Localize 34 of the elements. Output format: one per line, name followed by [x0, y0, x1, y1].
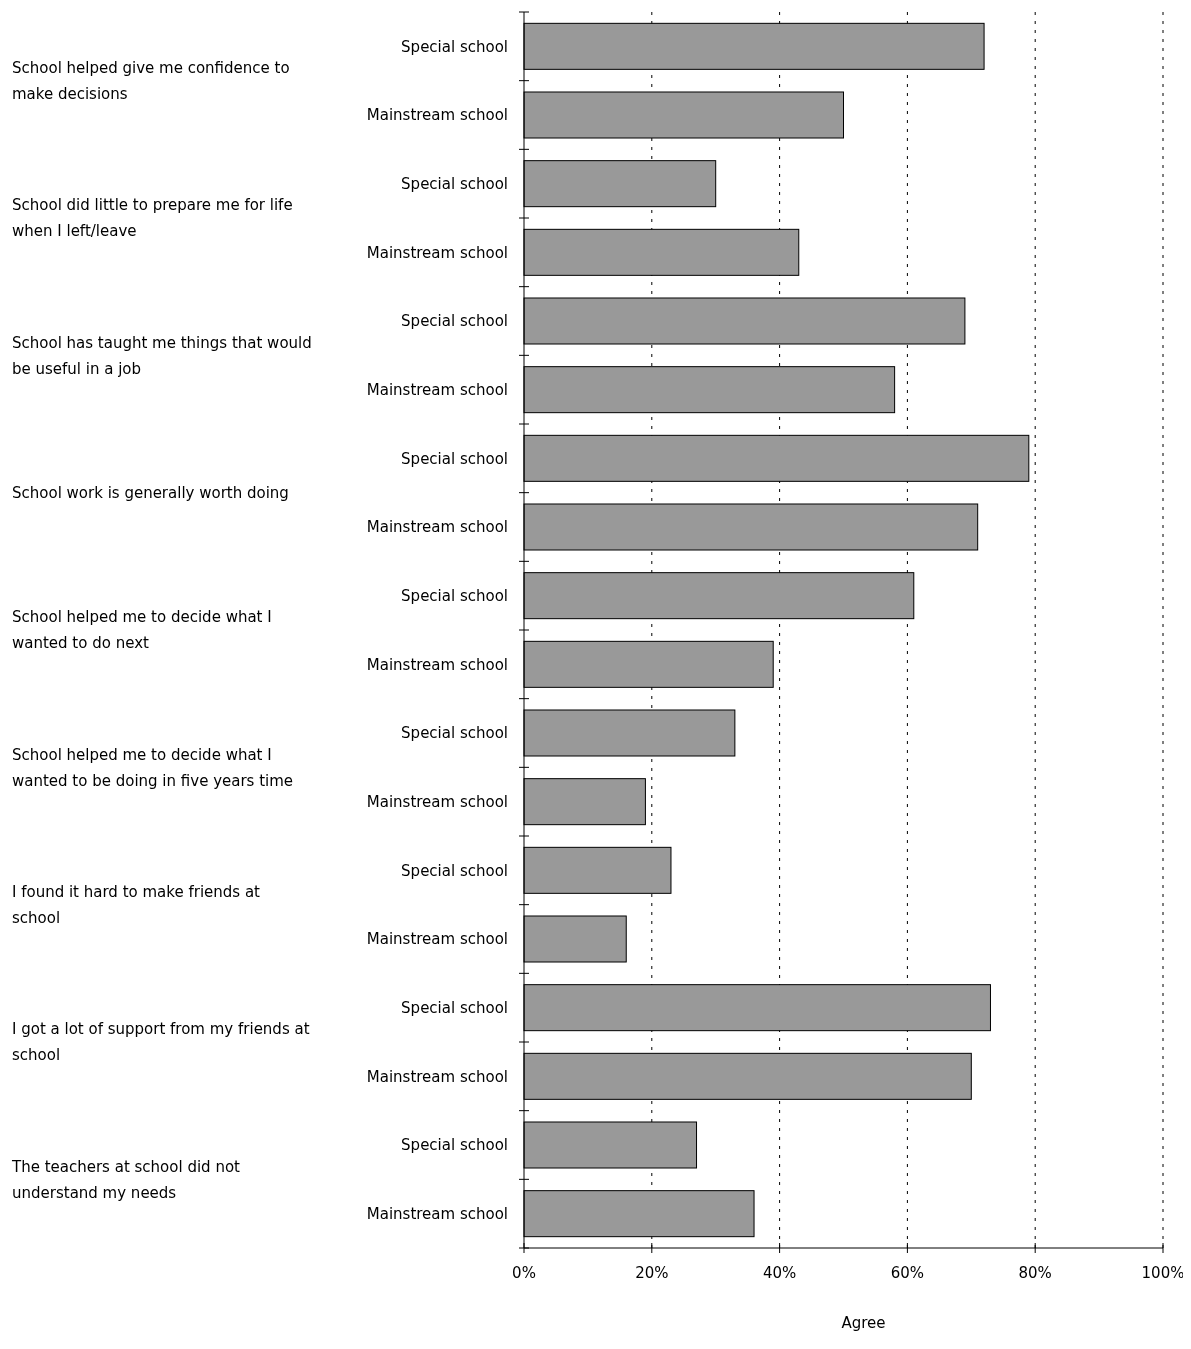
x-tick-label: 0%	[512, 1264, 536, 1282]
text: School helped me to decide what I wanted to be doing in five years time	[12, 745, 294, 790]
x-tick-label: 40%	[762, 1264, 797, 1282]
text: School helped me to decide what I wanted to do next	[12, 608, 272, 653]
text: School helped give me confidence to make decisions	[12, 58, 290, 103]
y-tick-label: Mainstream school	[366, 518, 508, 537]
y-tick-label: Special school	[401, 312, 508, 331]
y-tick-label: Special school	[401, 724, 508, 743]
text: I got a lot of support from my friends at school	[12, 1020, 310, 1065]
x-tick-label: 80%	[1018, 1264, 1052, 1282]
text: School work is generally worth doing	[12, 483, 289, 502]
text: School did little to prepare me for life when I left/leave	[12, 196, 293, 241]
x-tick-label: 100%	[1141, 1264, 1185, 1282]
y-tick-label: Mainstream school	[366, 380, 508, 399]
y-tick-label: Mainstream school	[366, 1204, 508, 1223]
y-tick-label: Special school	[401, 174, 508, 193]
y-tick-label: Mainstream school	[366, 792, 508, 811]
y-tick-label: Special school	[401, 1136, 508, 1155]
text: I found it hard to make friends at school	[12, 882, 261, 927]
y-tick-label: Special school	[401, 449, 508, 468]
y-tick-label: Special school	[401, 998, 508, 1017]
y-tick-label: Special school	[401, 861, 508, 880]
y-tick-label: Special school	[401, 37, 508, 56]
text: The teachers at school did not understand my needs	[11, 1157, 241, 1202]
y-tick-label: Mainstream school	[366, 1067, 508, 1086]
y-tick-label: Mainstream school	[366, 106, 508, 125]
x-tick-label: 20%	[635, 1264, 669, 1282]
x-tick-label: 60%	[890, 1264, 925, 1282]
y-tick-label: Special school	[401, 586, 508, 605]
x-axis-title: Agree	[841, 1314, 886, 1332]
y-tick-label: Mainstream school	[366, 243, 508, 262]
y-tick-label: Mainstream school	[366, 930, 508, 949]
text: School has taught me things that would be useful in a job	[12, 333, 312, 378]
y-tick-label: Mainstream school	[366, 655, 508, 674]
